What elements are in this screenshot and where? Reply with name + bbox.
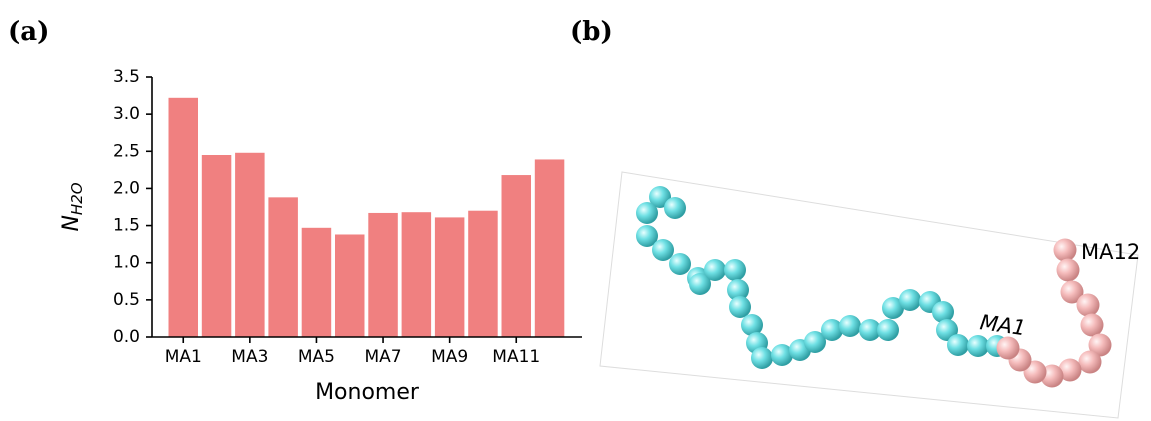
bar	[169, 98, 199, 337]
x-axis-label: Monomer	[315, 380, 420, 405]
bar	[268, 197, 298, 337]
x-tick-label: MA11	[492, 347, 540, 367]
x-tick-label: MA9	[431, 347, 468, 367]
bead	[997, 337, 1020, 360]
bar	[502, 175, 532, 337]
panel-label: (a)	[8, 17, 49, 47]
bar	[302, 228, 332, 337]
bead	[664, 197, 686, 219]
bar	[335, 234, 365, 337]
y-tick-label: 2.0	[113, 178, 140, 198]
y-tick-label: 2.5	[113, 141, 140, 161]
bead	[1057, 259, 1080, 282]
figure: (a) (b) Monomer NH2O MA1 MA12 0.0 0.5 1.0 1…	[0, 0, 1151, 421]
bead	[652, 239, 674, 261]
x-tick-label: MA7	[364, 347, 401, 367]
bead	[1081, 314, 1104, 337]
x-tick-label: MA5	[298, 347, 335, 367]
y-tick-label: 1.5	[113, 216, 140, 236]
y-tick-label: 3.5	[113, 67, 140, 87]
bead	[1077, 294, 1100, 317]
panel-label: (b)	[570, 17, 613, 47]
y-tick-label: 1.0	[113, 253, 140, 273]
molecule	[636, 186, 1112, 388]
molecule-label: MA1	[978, 310, 1027, 340]
bar	[435, 217, 465, 337]
bead	[947, 334, 969, 356]
bar	[368, 213, 398, 337]
bead	[729, 296, 751, 318]
y-tick-label: 0.5	[113, 290, 140, 310]
bead	[1079, 351, 1102, 374]
bead	[967, 335, 989, 357]
bead	[669, 253, 691, 275]
bar	[535, 159, 565, 337]
bead	[839, 315, 861, 337]
bead	[724, 259, 746, 281]
bead	[877, 319, 899, 341]
bead	[1054, 239, 1077, 262]
bead	[636, 202, 658, 224]
bead	[899, 289, 921, 311]
y-axis-label-subscript: H2O	[68, 182, 86, 215]
bead	[751, 347, 773, 369]
y-tick-label: 0.0	[113, 327, 140, 347]
molecule-label: MA12	[1081, 240, 1140, 264]
bar	[468, 211, 498, 337]
y-axis-label: NH2O	[59, 182, 86, 231]
bar	[202, 155, 232, 337]
bead	[704, 259, 726, 281]
x-tick-label: MA1	[165, 347, 202, 367]
bar	[402, 212, 432, 337]
y-tick-label: 3.0	[113, 104, 140, 124]
y-axis-label-main: N	[59, 215, 84, 231]
bar	[235, 153, 265, 337]
x-tick-label: MA3	[231, 347, 268, 367]
